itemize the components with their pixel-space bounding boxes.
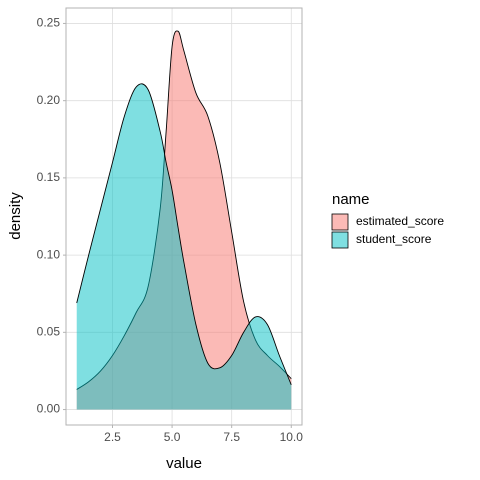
y-tick-label: 0.20 [37,93,61,107]
y-axis-label: density [7,192,24,240]
x-axis-label: value [166,455,202,472]
legend-label: estimated_score [356,214,444,228]
x-tick-label: 10.0 [280,430,304,444]
legend-key [331,213,349,231]
panel-border [65,7,303,426]
x-tick-label: 2.5 [104,430,121,444]
y-tick-label: 0.05 [37,325,61,339]
marks [76,30,292,410]
y-tick-label: 0.10 [37,247,61,261]
legend-key [331,231,349,249]
y-tick-label: 0.00 [37,402,61,416]
legend-title: name [332,191,370,208]
density-area [76,83,292,410]
x-tick-label: 7.5 [223,430,240,444]
x-tick-label: 5.0 [164,430,181,444]
y-tick-label: 0.15 [37,170,61,184]
y-tick-label: 0.25 [37,16,61,30]
density-area [76,30,292,410]
density-line [76,83,292,386]
legend-label: student_score [356,232,432,246]
